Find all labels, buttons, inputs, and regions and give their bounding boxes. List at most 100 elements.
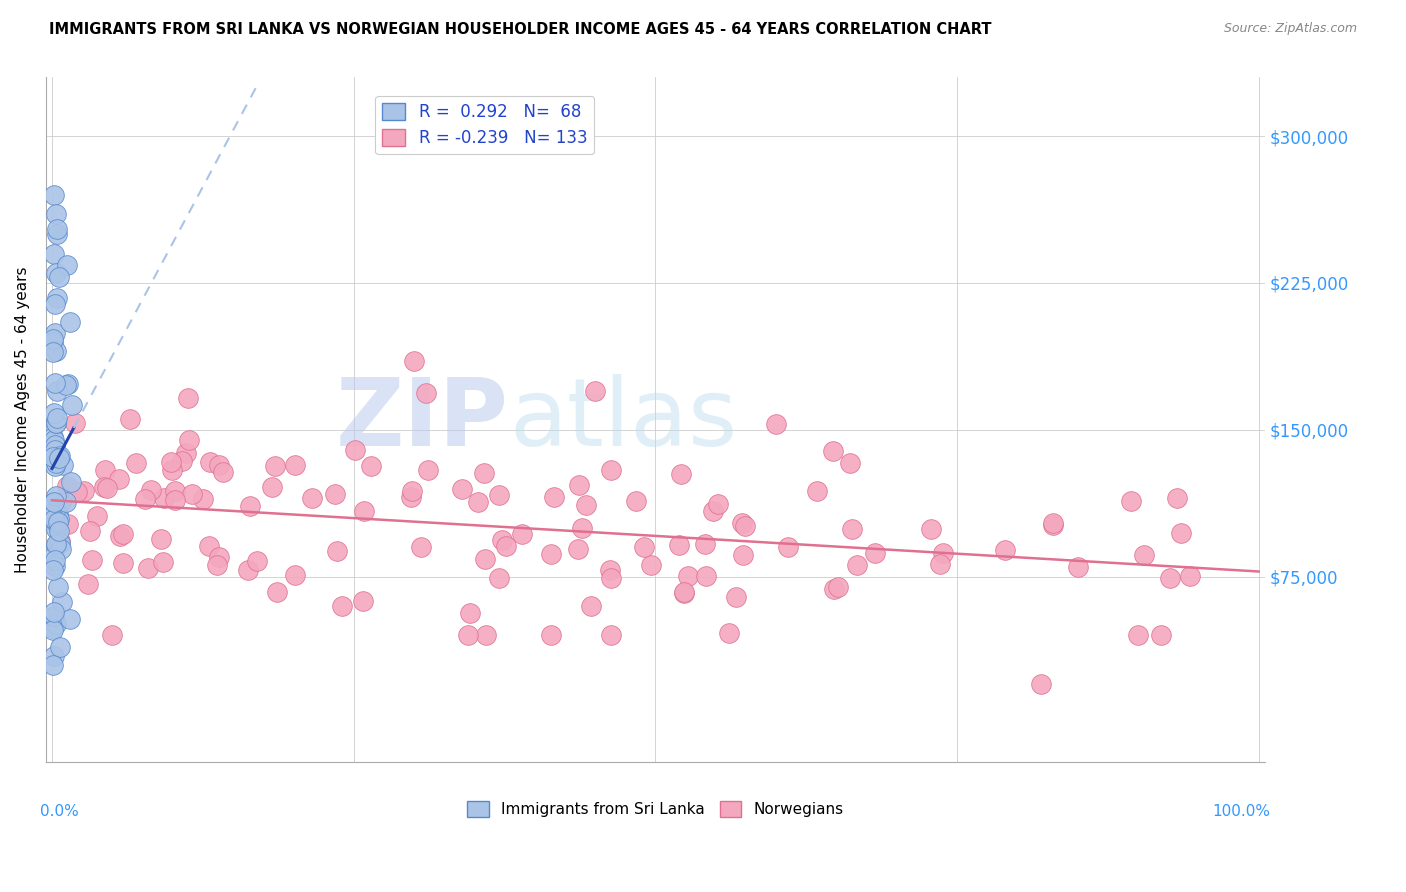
- Point: [472, 466, 495, 480]
- Point: [207, 458, 229, 472]
- Point: [600, 628, 623, 642]
- Point: [236, 563, 259, 577]
- Point: [208, 550, 231, 565]
- Point: [42, 494, 65, 508]
- Point: [44, 504, 66, 518]
- Point: [928, 557, 950, 571]
- Point: [45, 416, 67, 430]
- Point: [731, 548, 754, 562]
- Point: [48, 512, 70, 526]
- Point: [55, 258, 77, 272]
- Point: [134, 492, 156, 507]
- Text: 0.0%: 0.0%: [39, 804, 79, 819]
- Point: [45, 384, 67, 399]
- Point: [353, 504, 375, 518]
- Point: [108, 529, 131, 543]
- Y-axis label: Householder Income Ages 45 - 64 years: Householder Income Ages 45 - 64 years: [15, 267, 30, 574]
- Point: [568, 477, 591, 491]
- Point: [45, 266, 67, 280]
- Point: [200, 455, 222, 469]
- Point: [41, 657, 63, 672]
- Point: [41, 450, 63, 465]
- Point: [344, 442, 367, 457]
- Point: [48, 640, 70, 655]
- Point: [176, 446, 198, 460]
- Point: [160, 455, 183, 469]
- Point: [45, 538, 67, 552]
- Point: [668, 538, 690, 552]
- Point: [44, 438, 66, 452]
- Point: [301, 491, 323, 506]
- Point: [55, 494, 77, 508]
- Point: [46, 410, 69, 425]
- Point: [55, 378, 77, 392]
- Point: [401, 483, 423, 498]
- Point: [160, 463, 183, 477]
- Point: [672, 585, 695, 599]
- Point: [823, 582, 845, 597]
- Point: [567, 541, 589, 556]
- Point: [177, 433, 200, 447]
- Point: [845, 558, 868, 572]
- Point: [633, 540, 655, 554]
- Point: [323, 487, 346, 501]
- Point: [474, 628, 496, 642]
- Point: [326, 544, 349, 558]
- Point: [107, 472, 129, 486]
- Point: [360, 458, 382, 473]
- Point: [932, 546, 955, 560]
- Point: [266, 584, 288, 599]
- Point: [44, 187, 66, 202]
- Point: [571, 521, 593, 535]
- Point: [457, 628, 479, 642]
- Point: [212, 465, 235, 479]
- Point: [59, 612, 82, 626]
- Point: [48, 450, 70, 465]
- Point: [402, 354, 425, 368]
- Point: [672, 585, 695, 599]
- Point: [41, 621, 63, 635]
- Point: [1180, 569, 1202, 583]
- Point: [191, 491, 214, 506]
- Point: [806, 483, 828, 498]
- Point: [58, 315, 80, 329]
- Point: [1042, 516, 1064, 530]
- Point: [676, 569, 699, 583]
- Point: [599, 563, 621, 577]
- Point: [1042, 518, 1064, 533]
- Point: [111, 527, 134, 541]
- Point: [42, 345, 65, 359]
- Point: [260, 480, 283, 494]
- Point: [45, 343, 67, 358]
- Point: [920, 523, 942, 537]
- Point: [42, 334, 65, 349]
- Point: [44, 552, 66, 566]
- Point: [44, 246, 66, 260]
- Point: [540, 628, 562, 642]
- Point: [330, 599, 353, 613]
- Point: [1126, 628, 1149, 642]
- Point: [55, 479, 77, 493]
- Point: [827, 580, 849, 594]
- Point: [44, 326, 66, 340]
- Point: [1121, 493, 1143, 508]
- Point: [41, 549, 63, 564]
- Point: [731, 516, 754, 530]
- Point: [198, 540, 221, 554]
- Point: [66, 484, 89, 499]
- Point: [669, 467, 692, 481]
- Point: [44, 442, 66, 457]
- Point: [56, 376, 79, 391]
- Point: [1170, 525, 1192, 540]
- Point: [118, 412, 141, 426]
- Point: [865, 546, 887, 560]
- Point: [163, 492, 186, 507]
- Point: [600, 463, 623, 477]
- Point: [136, 560, 159, 574]
- Point: [93, 480, 115, 494]
- Point: [599, 571, 621, 585]
- Point: [264, 459, 287, 474]
- Text: IMMIGRANTS FROM SRI LANKA VS NORWEGIAN HOUSEHOLDER INCOME AGES 45 - 64 YEARS COR: IMMIGRANTS FROM SRI LANKA VS NORWEGIAN H…: [49, 22, 991, 37]
- Point: [44, 512, 66, 526]
- Point: [49, 535, 72, 549]
